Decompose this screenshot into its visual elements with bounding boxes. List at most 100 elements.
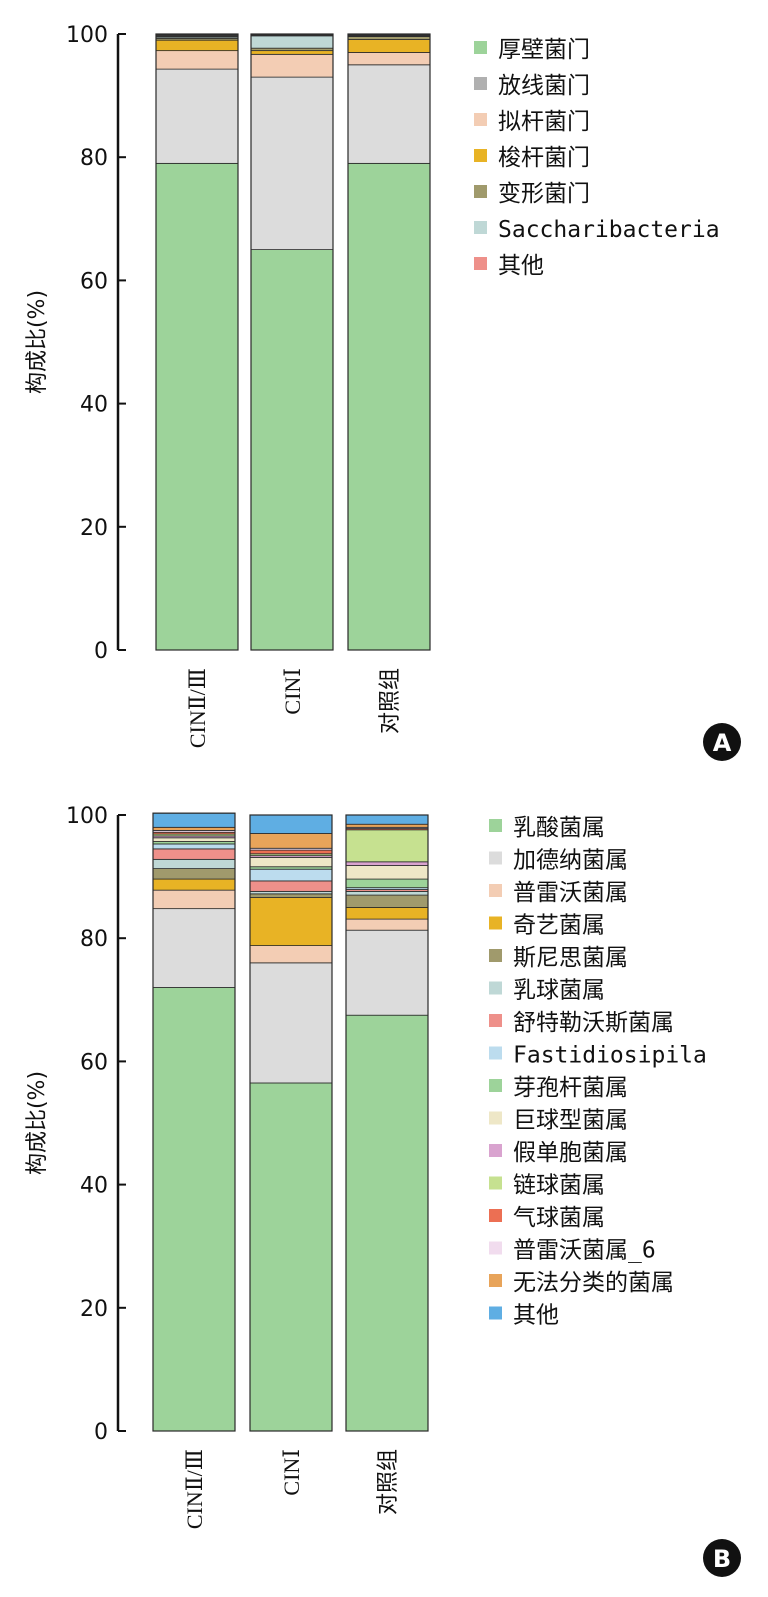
- bar-segment: [347, 64, 431, 164]
- bar-segment: [152, 868, 236, 880]
- y-tick-label: 20: [80, 516, 108, 541]
- bar-segment: [155, 50, 239, 70]
- bar-segment: [152, 878, 236, 891]
- bar-outline: [250, 33, 334, 651]
- y-tick-label: 80: [80, 927, 108, 952]
- bar-segment: [152, 987, 236, 1432]
- legend-swatch: [489, 1209, 502, 1222]
- legend-swatch: [474, 149, 487, 162]
- y-tick-label: 60: [80, 1050, 108, 1075]
- bar-segment: [155, 39, 239, 52]
- legend-swatch: [474, 257, 487, 270]
- bar-segment: [345, 890, 429, 896]
- bar-segment: [249, 857, 333, 868]
- y-tick-label: 80: [80, 146, 108, 171]
- panel-badge: [703, 723, 741, 761]
- category-label: CINⅡ/Ⅲ: [185, 668, 210, 748]
- bar-segment: [250, 50, 334, 55]
- category-label: 对照组: [375, 1449, 400, 1515]
- y-tick-label: 100: [66, 23, 108, 48]
- legend-swatch: [489, 1241, 502, 1255]
- legend-label: 普雷沃菌属_6: [513, 1238, 656, 1264]
- category-label: CINⅠ: [279, 1449, 304, 1496]
- legend-swatch: [489, 1046, 502, 1060]
- legend-label: 乳球菌属: [513, 978, 605, 1004]
- bar-segment: [249, 880, 333, 892]
- bar-segment: [345, 929, 429, 1016]
- bar-segment: [152, 837, 236, 842]
- legend-swatch: [474, 113, 487, 126]
- legend-swatch: [489, 916, 502, 930]
- legend-label: 拟杆菌门: [498, 109, 590, 135]
- legend-label: 普雷沃菌属: [513, 880, 628, 906]
- bar-segment: [347, 36, 431, 40]
- legend-label: 舒特勒沃斯菌属: [513, 1010, 674, 1036]
- bar-segment: [152, 848, 236, 860]
- bar-segment: [250, 249, 334, 651]
- bar-segment: [250, 53, 334, 78]
- legend-swatch: [489, 1274, 502, 1287]
- category-label: CINⅠ: [280, 668, 305, 715]
- y-tick-label: 40: [80, 393, 108, 418]
- y-tick-label: 20: [80, 1297, 108, 1322]
- panel-badge-letter: A: [713, 729, 732, 757]
- bar-outline: [345, 814, 429, 1432]
- legend-label: 加德纳菌属: [513, 848, 628, 874]
- legend-label: Fastidiosipila: [513, 1043, 707, 1069]
- legend-label: 巨球型菌属: [513, 1108, 628, 1134]
- bar-outline: [347, 33, 431, 651]
- bar-segment: [347, 52, 431, 66]
- category-label: 对照组: [377, 668, 402, 734]
- legend-swatch: [489, 981, 502, 995]
- panel-a-chart: 0 20 40 60 80 100 构成比(%) CINⅡ/Ⅲ CINⅠ 对照组 厚壁菌门放线菌门拟…: [25, 23, 741, 761]
- legend-label: Saccharibacteria: [498, 217, 720, 243]
- bar-segment: [345, 907, 429, 920]
- category-label: CINⅡ/Ⅲ: [182, 1449, 207, 1529]
- legend-label: 放线菌门: [498, 73, 590, 99]
- bar-segment: [152, 889, 236, 910]
- legend-swatch: [489, 1079, 502, 1092]
- y-axis-label: 构成比(%): [25, 290, 50, 394]
- legend-swatch: [489, 884, 502, 897]
- bar-segment: [347, 162, 431, 651]
- legend-swatch: [489, 1014, 502, 1027]
- legend-label: 厚壁菌门: [498, 37, 590, 63]
- bar-segment: [249, 833, 333, 849]
- bar-segment: [345, 918, 429, 931]
- legend-label: 假单胞菌属: [513, 1140, 628, 1166]
- bar-segment: [345, 814, 429, 825]
- legend-label: 其他: [513, 1303, 559, 1329]
- bar-segment: [249, 945, 333, 964]
- bar-segment: [249, 897, 333, 946]
- bar-segment: [152, 826, 236, 831]
- bar-segment: [152, 843, 236, 850]
- bar-segment: [152, 858, 236, 869]
- y-axis-label: 构成比(%): [25, 1071, 50, 1175]
- legend-swatch: [489, 819, 502, 832]
- y-tick-label: 40: [80, 1174, 108, 1199]
- bar-segment: [152, 908, 236, 988]
- panel-badge-letter: B: [713, 1545, 731, 1573]
- bar-segment: [345, 878, 429, 889]
- bar-segment: [345, 1014, 429, 1432]
- legend-label: 梭杆菌门: [498, 145, 590, 171]
- bar-segment: [345, 894, 429, 908]
- bar-segment: [249, 849, 333, 855]
- legend-swatch: [489, 949, 502, 962]
- bar-outline: [152, 812, 236, 1432]
- bar-segment: [155, 68, 239, 164]
- legend-label: 其他: [498, 253, 544, 279]
- legend-swatch: [489, 1306, 502, 1320]
- bar-segment: [345, 823, 429, 828]
- legend-swatch: [489, 1111, 502, 1125]
- panel-b-chart: 0 20 40 60 80 100 构成比(%) CINⅡ/Ⅲ CINⅠ 对照组 乳酸菌属加德纳菌属…: [25, 804, 741, 1577]
- y-tick-label: 100: [66, 804, 108, 829]
- bar-segment: [250, 35, 334, 49]
- y-tick-label: 0: [94, 639, 108, 664]
- bar-segment: [249, 814, 333, 834]
- legend-label: 链球菌属: [513, 1173, 605, 1199]
- bar-segment: [345, 865, 429, 880]
- legend-swatch: [474, 221, 487, 234]
- legend-label: 变形菌门: [498, 181, 590, 207]
